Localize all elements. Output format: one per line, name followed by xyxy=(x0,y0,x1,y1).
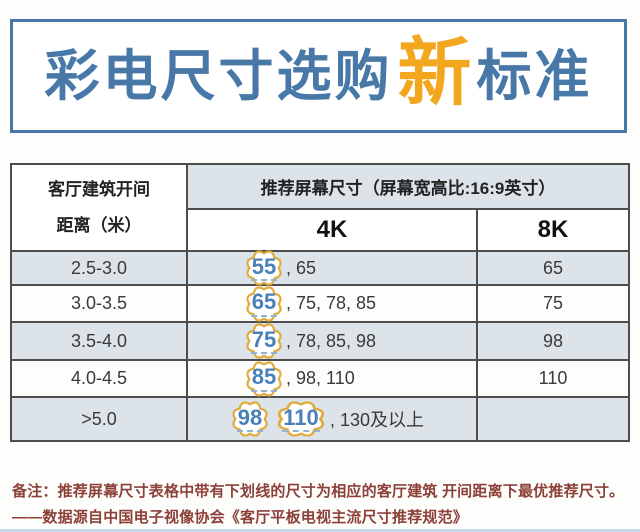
rosette-seal-icon xyxy=(232,401,268,437)
table-row: 4.0-4.5 85 , 98, 110 110 xyxy=(10,359,630,398)
optimal-size-badge: 110 xyxy=(272,397,330,441)
optimal-size-badge: 85 xyxy=(242,357,286,401)
header-4k-cell: 4K xyxy=(186,208,478,252)
rosette-seal-icon xyxy=(246,250,282,286)
sizes-4k-cell: 65 , 75, 78, 85 xyxy=(186,284,478,323)
rosette-seal-icon xyxy=(246,285,282,322)
remark-note: 备注：推荐屏幕尺寸表格中带有下划线的尺寸为相应的客厅建筑 开间距离下最优推荐尺寸… xyxy=(12,483,625,500)
optimal-size-badge: 55 xyxy=(242,246,286,290)
optimal-size-badge: 98 xyxy=(228,397,272,441)
other-sizes: , 75, 78, 85 xyxy=(286,293,377,313)
table-row: 3.5-4.0 75 , 78, 85, 98 98 xyxy=(10,319,630,363)
optimal-size-badge: 65 xyxy=(242,282,286,326)
title-suffix: 标准 xyxy=(476,44,593,107)
optimal-size-value: 85 xyxy=(250,365,278,392)
distance-cell: 4.0-4.5 xyxy=(10,359,188,398)
sizes-4k-cell: 55 , 65 xyxy=(186,250,478,286)
header-distance-line2: 距离（米） xyxy=(56,215,142,235)
table-row: 2.5-3.0 55 , 65 65 xyxy=(10,250,630,286)
distance-cell: 2.5-3.0 xyxy=(10,250,188,286)
title-banner: 彩电尺寸选购 新 标准 xyxy=(10,19,627,133)
sizes-4k-cell: 75 , 78, 85, 98 xyxy=(186,319,478,363)
distance-cell: 3.0-3.5 xyxy=(10,284,188,323)
header-8k-cell: 8K xyxy=(476,208,630,252)
source-note: ——数据源自中国电子视像协会《客厅平板电视主流尺寸推荐规范》 xyxy=(12,509,469,526)
sizes-4k-cell: 85 , 98, 110 xyxy=(186,359,478,398)
optimal-size-value: 98 xyxy=(236,406,264,433)
distance-cell: >5.0 xyxy=(10,396,188,442)
size-8k-cell: 98 xyxy=(476,321,630,361)
distance-cell: 3.5-4.0 xyxy=(10,321,188,361)
sizes-4k-cell: 98 110 , 130及以上 xyxy=(186,396,478,442)
optimal-size-value: 55 xyxy=(250,255,278,282)
table-row: >5.0 98 110 , 130及以上 xyxy=(10,396,630,442)
size-8k-cell: 110 xyxy=(476,359,630,398)
size-8k-cell: 75 xyxy=(476,284,630,323)
header-recommend-cell: 推荐屏幕尺寸（屏幕宽高比:16:9英寸） xyxy=(186,163,630,210)
size-8k-cell xyxy=(476,396,630,442)
rosette-seal-icon xyxy=(246,360,282,397)
other-sizes: , 65 xyxy=(286,257,317,278)
other-sizes: , 98, 110 xyxy=(286,368,355,388)
optimal-size-badge: 75 xyxy=(242,319,286,363)
header-distance-line1: 客厅建筑开间 xyxy=(48,179,150,199)
tv-size-table: 客厅建筑开间 距离（米） 推荐屏幕尺寸（屏幕宽高比:16:9英寸） 4K 8K … xyxy=(10,163,630,442)
table-row: 3.0-3.5 65 , 75, 78, 85 75 xyxy=(10,284,630,323)
header-distance-cell: 客厅建筑开间 距离（米） xyxy=(10,163,188,252)
title-prefix: 彩电尺寸选购 xyxy=(44,44,393,107)
rosette-seal-icon xyxy=(246,323,282,359)
bottom-divider xyxy=(0,529,640,532)
rosette-seal-icon xyxy=(277,401,325,437)
optimal-size-value: 75 xyxy=(250,328,278,355)
other-sizes: , 130及以上 xyxy=(330,410,425,430)
title-highlight-new: 新 xyxy=(397,31,472,114)
other-sizes: , 78, 85, 98 xyxy=(286,330,377,351)
optimal-size-value: 65 xyxy=(250,290,278,317)
optimal-size-value: 110 xyxy=(282,406,320,433)
size-8k-cell: 65 xyxy=(476,250,630,286)
